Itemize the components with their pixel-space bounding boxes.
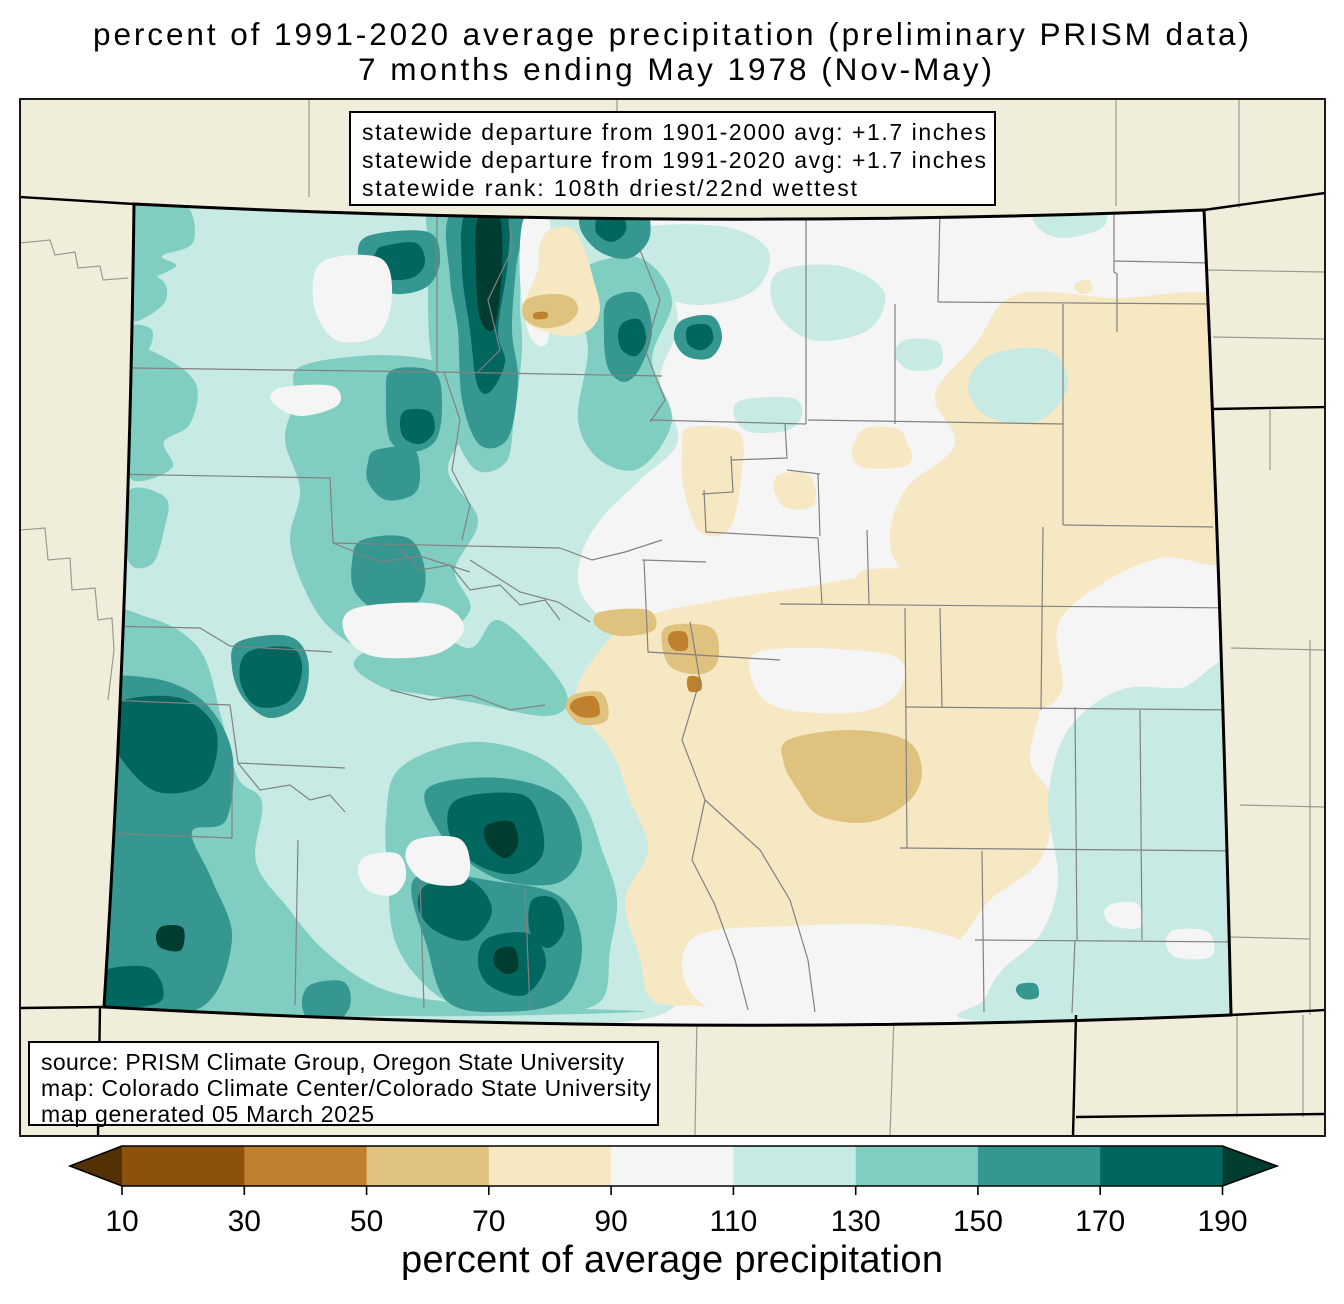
svg-text:170: 170	[1075, 1205, 1125, 1238]
svg-text:statewide rank: 108th driest/2: statewide rank: 108th driest/22nd wettes…	[362, 175, 858, 201]
svg-text:map: Colorado Climate Center/C: map: Colorado Climate Center/Colorado St…	[41, 1075, 652, 1101]
svg-text:70: 70	[472, 1205, 505, 1238]
svg-text:map generated 05 March 2025: map generated 05 March 2025	[41, 1101, 374, 1127]
svg-text:130: 130	[831, 1205, 881, 1238]
svg-text:30: 30	[228, 1205, 261, 1238]
svg-text:90: 90	[594, 1205, 627, 1238]
svg-text:source: PRISM Climate Group, O: source: PRISM Climate Group, Oregon Stat…	[41, 1049, 625, 1075]
svg-text:190: 190	[1197, 1205, 1247, 1238]
svg-text:percent of 1991-2020 average p: percent of 1991-2020 average precipitati…	[93, 16, 1249, 52]
svg-text:50: 50	[350, 1205, 383, 1238]
svg-text:10: 10	[105, 1205, 138, 1238]
svg-text:statewide departure from 1991-: statewide departure from 1991-2020 avg: …	[362, 147, 986, 173]
svg-text:percent of average precipitati: percent of average precipitation	[401, 1239, 943, 1281]
svg-text:110: 110	[709, 1205, 757, 1238]
svg-text:statewide departure from 1901-: statewide departure from 1901-2000 avg: …	[362, 119, 986, 145]
svg-text:150: 150	[953, 1205, 1003, 1238]
